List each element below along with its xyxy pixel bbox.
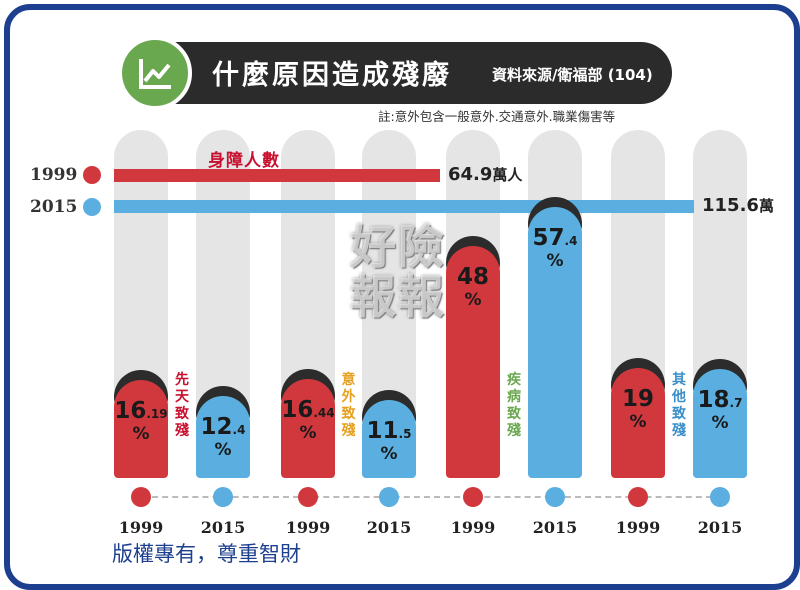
total-value-2015: 115.6萬 — [702, 195, 774, 216]
bar-1999-1 — [281, 378, 335, 478]
bar-2015-1 — [362, 399, 416, 478]
bar-2015-0 — [196, 395, 250, 478]
x-axis-dot — [463, 487, 483, 507]
line-chart-icon — [118, 36, 192, 110]
bar-percent-sign: % — [299, 422, 317, 443]
bar-value-label: 16.44 — [281, 396, 335, 423]
x-axis-dot — [545, 487, 565, 507]
bar-1999-3 — [611, 368, 665, 478]
x-axis-dot — [710, 487, 730, 507]
total-bar-1999 — [114, 169, 440, 182]
legend-label-1999: 1999 — [30, 165, 78, 185]
category-label: 疾病致殘 — [507, 372, 521, 439]
bar-value-label: 18.7 — [697, 387, 743, 414]
bar-2015-3 — [693, 369, 747, 478]
bar-2015-2 — [528, 206, 582, 478]
x-tick-label: 2015 — [366, 518, 412, 537]
watermark-text: 好險報報 — [350, 220, 446, 324]
bar-1999-2 — [446, 246, 500, 478]
x-axis-dot — [131, 487, 151, 507]
bar-percent-sign: % — [464, 290, 482, 311]
category-label: 其他致殘 — [672, 372, 686, 439]
x-tick-label: 1999 — [118, 518, 164, 537]
bar-percent-sign: % — [214, 439, 232, 460]
bar-value-label: 48 — [456, 264, 489, 291]
legend-dot-1999 — [83, 166, 101, 184]
bar-percent-sign: % — [132, 424, 150, 444]
bar-percent-sign: % — [546, 250, 564, 271]
bar-value-label: 12.4 — [200, 413, 246, 440]
bar-value-label: 16.19 — [114, 398, 168, 424]
x-axis-dot — [379, 487, 399, 507]
data-source: 資料來源/衛福部 (104) — [492, 66, 653, 84]
x-tick-label: 1999 — [450, 518, 496, 537]
legend-label-2015: 2015 — [30, 197, 78, 217]
x-axis-dot — [628, 487, 648, 507]
category-label: 意外致殘 — [341, 372, 356, 439]
x-axis-dot — [298, 487, 318, 507]
header-bar — [124, 42, 672, 104]
bar-value-label: 19 — [621, 386, 654, 413]
axis-dashed-line — [142, 496, 722, 498]
chart-note: 註:意外包含一般意外.交通意外.職業傷害等 — [378, 109, 616, 124]
x-tick-label: 2015 — [532, 518, 578, 537]
x-tick-label: 1999 — [285, 518, 331, 537]
total-bar-2015 — [114, 200, 694, 213]
total-value-1999: 64.9萬人 — [448, 164, 523, 185]
legend-dot-2015 — [83, 198, 101, 216]
bar-value-label: 57.4 — [532, 224, 578, 251]
bar-value-label: 11.5 — [366, 417, 412, 444]
x-axis-dot — [213, 487, 233, 507]
totals-label: 身障人數 — [208, 151, 280, 171]
x-tick-label: 2015 — [200, 518, 246, 537]
x-tick-label: 2015 — [697, 518, 743, 537]
bar-percent-sign: % — [380, 443, 398, 464]
bar-percent-sign: % — [629, 412, 647, 433]
chart-title: 什麼原因造成殘廢 — [212, 60, 452, 91]
x-tick-label: 1999 — [615, 518, 661, 537]
bar-percent-sign: % — [711, 413, 729, 434]
category-label: 先天致殘 — [175, 372, 189, 439]
copyright-text: 版權專有，尊重智財 — [112, 542, 301, 566]
bar-1999-0 — [114, 380, 168, 478]
